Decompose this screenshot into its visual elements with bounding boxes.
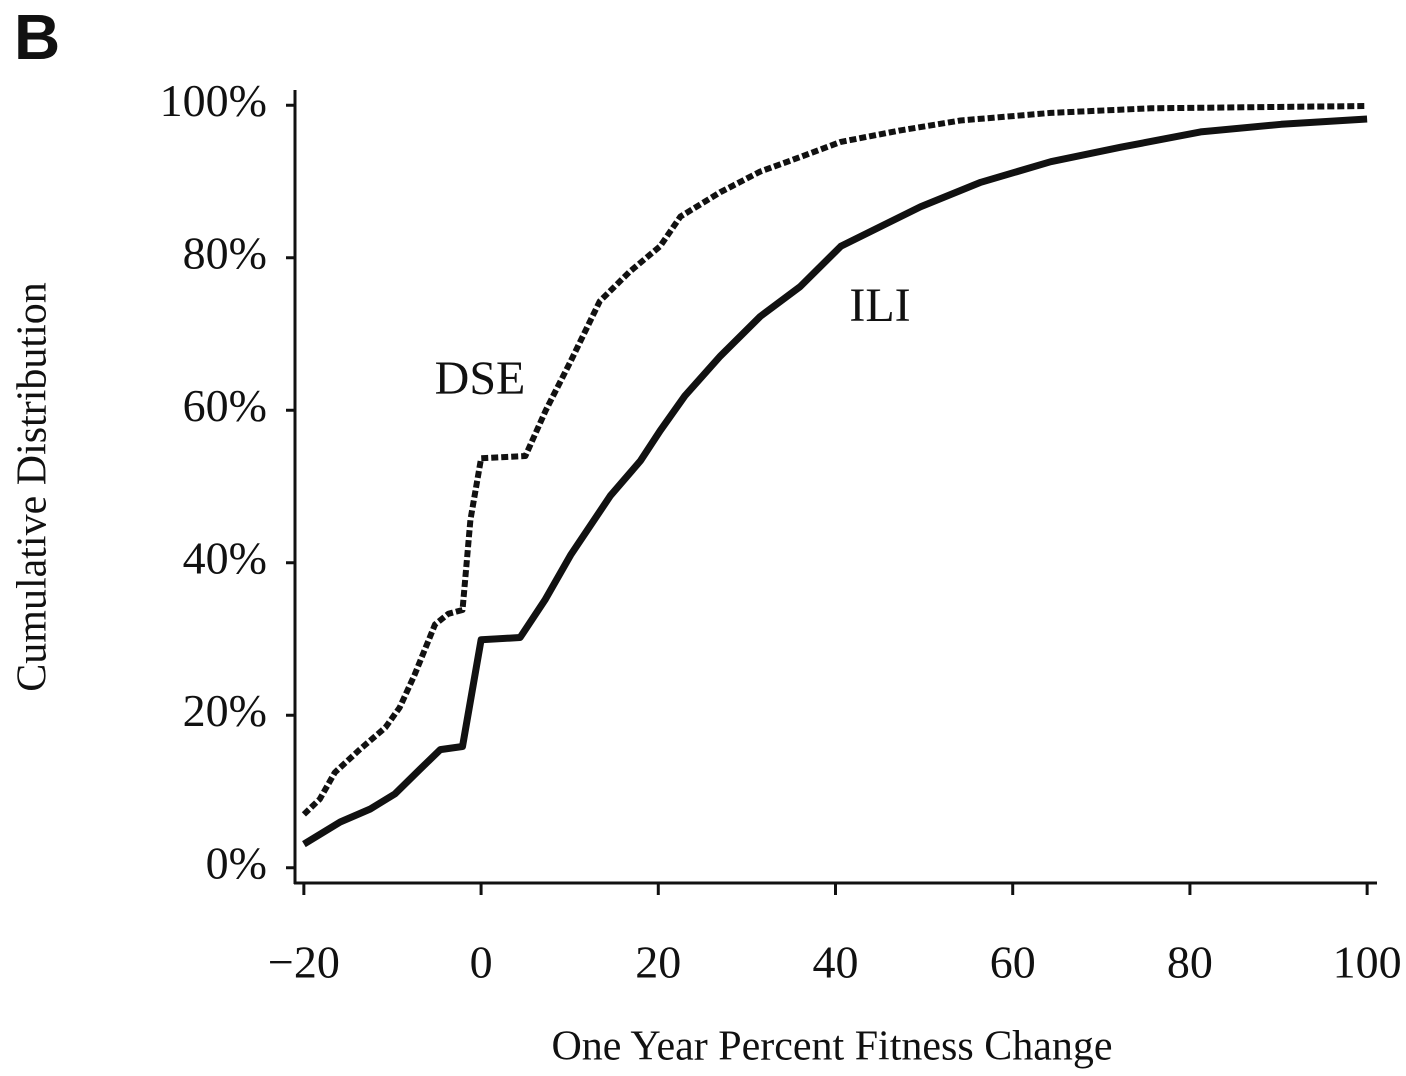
x-tick-label: 80 <box>1167 937 1213 988</box>
x-tick-label: 40 <box>813 937 859 988</box>
x-tick-label: 20 <box>635 937 681 988</box>
x-tick-label: 0 <box>470 937 493 988</box>
y-tick-label: 80% <box>183 227 267 278</box>
series-line <box>301 103 1368 817</box>
y-tick-label: 20% <box>183 685 267 736</box>
y-tick-label: 0% <box>206 837 267 888</box>
y-tick-label: 40% <box>183 532 267 583</box>
y-tick-label: 100% <box>160 75 267 126</box>
panel-label: B <box>14 1 60 73</box>
x-tick-label: −20 <box>268 937 340 988</box>
series-label: DSE <box>435 352 526 405</box>
x-tick-label: 60 <box>990 937 1036 988</box>
x-tick-label: 100 <box>1333 937 1402 988</box>
x-axis-label: One Year Percent Fitness Change <box>551 1024 1112 1070</box>
y-tick-label: 60% <box>183 380 267 431</box>
series-label: ILI <box>849 279 910 332</box>
y-axis-label: Cumulative Distribution <box>10 282 56 691</box>
series-line <box>302 115 1368 848</box>
